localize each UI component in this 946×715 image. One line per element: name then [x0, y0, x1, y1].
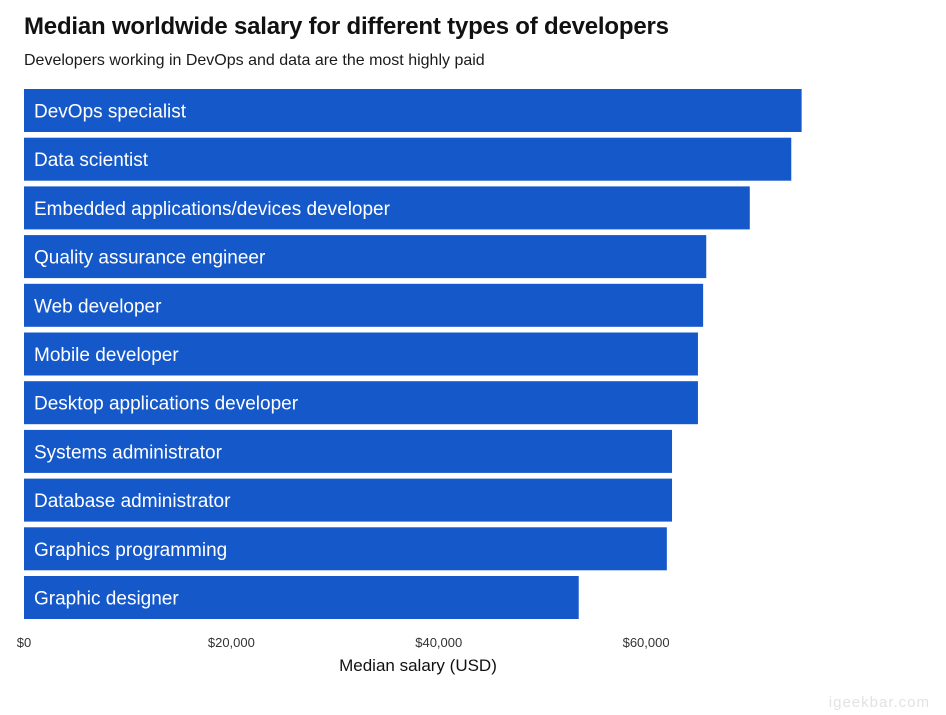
- bar-label: DevOps specialist: [34, 102, 187, 123]
- chart-title: Median worldwide salary for different ty…: [24, 13, 669, 40]
- bar: [24, 283, 704, 327]
- bar-label: Embedded applications/devices developer: [34, 199, 391, 220]
- bar: [24, 89, 802, 132]
- x-tick-label: $0: [17, 635, 31, 650]
- bar-label: Quality assurance engineer: [34, 248, 266, 269]
- bar-label: Systems administrator: [34, 442, 223, 463]
- x-tick-label: $20,000: [208, 635, 255, 650]
- bar-label: Graphics programming: [34, 540, 227, 561]
- bar: [24, 429, 673, 473]
- bar: [24, 527, 667, 571]
- bar-label: Desktop applications developer: [34, 394, 299, 415]
- bar-label: Web developer: [34, 296, 162, 317]
- watermark: igeekbar.com: [828, 694, 930, 711]
- bar-label: Database administrator: [34, 491, 231, 512]
- x-axis-title: Median salary (USD): [339, 656, 497, 675]
- bar-label: Graphic designer: [34, 589, 179, 610]
- bar: [24, 576, 579, 619]
- x-tick-label: $60,000: [623, 635, 670, 650]
- bar: [24, 381, 698, 425]
- x-tick-label: $40,000: [415, 635, 462, 650]
- bar-label: Data scientist: [34, 150, 149, 171]
- bar: [24, 235, 707, 279]
- bar: [24, 332, 698, 376]
- chart-subtitle: Developers working in DevOps and data ar…: [24, 52, 485, 69]
- bar-label: Mobile developer: [34, 345, 179, 366]
- bar: [24, 186, 750, 230]
- bar: [24, 137, 792, 181]
- bar: [24, 478, 673, 522]
